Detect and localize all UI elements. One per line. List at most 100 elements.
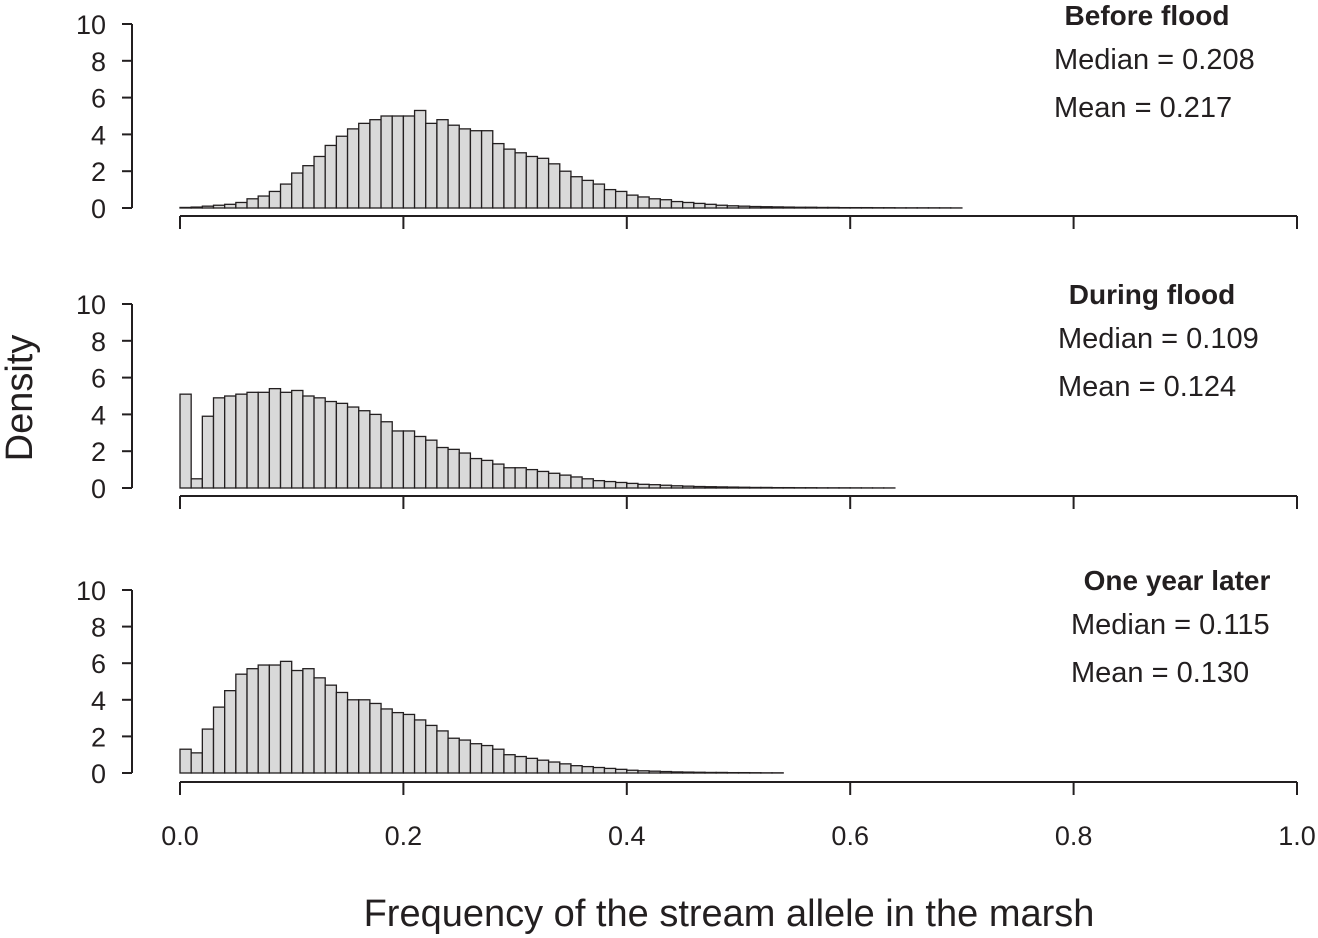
histogram-bar (313, 677, 326, 774)
x-tick-label: 0.6 (831, 821, 869, 851)
histogram-bar (704, 203, 717, 209)
histogram-bar (335, 402, 349, 489)
histogram-bar (492, 463, 505, 489)
histogram-bar (514, 755, 527, 774)
histogram-bar (693, 202, 706, 209)
histogram-bar (212, 397, 226, 489)
y-tick-label: 2 (91, 437, 106, 467)
histogram-bar (682, 485, 695, 489)
histogram-bar (536, 470, 550, 489)
histogram-bar (302, 165, 315, 209)
panel-title: Before flood (1065, 0, 1230, 31)
histogram-bar (614, 190, 628, 209)
histogram-bar (212, 706, 226, 774)
histogram-bar (391, 711, 405, 774)
y-axis: 0 2 4 6 8 10 (76, 290, 133, 504)
histogram-bar (179, 393, 192, 489)
histogram-bar (212, 204, 226, 209)
histogram-bar (458, 739, 472, 774)
histogram-bar (480, 459, 494, 489)
y-tick-label: 0 (91, 474, 106, 504)
mean-annotation: Mean = 0.124 (1058, 371, 1236, 403)
panel-during-flood: 0 2 4 6 8 10 During flood Median = 0.109 Mean… (76, 279, 1298, 509)
histogram-bar (179, 206, 192, 209)
histogram-bar (704, 771, 717, 774)
histogram-bar (581, 765, 594, 774)
histogram-bars (179, 109, 963, 209)
histogram-bar (425, 439, 438, 489)
histogram-bar (547, 163, 561, 209)
histogram-bar (335, 691, 349, 774)
histogram-bar (715, 204, 728, 209)
histogram-bar (704, 486, 717, 489)
histogram-bar (682, 201, 695, 209)
histogram-bar (503, 467, 516, 489)
histogram-bar (670, 200, 684, 209)
histogram-bar (413, 109, 427, 209)
x-tick-label: 0.0 (161, 821, 199, 851)
y-tick-label: 8 (91, 47, 106, 77)
histogram-bar (480, 130, 494, 209)
histogram-bar (235, 393, 248, 489)
histogram-bar (637, 483, 650, 489)
histogram-bar (670, 485, 684, 489)
histogram-bar (447, 737, 460, 774)
panel-before-flood: 0 2 4 6 8 10 Before flood Median = 0.208 Mean… (76, 0, 1298, 229)
histogram-bar (503, 754, 516, 774)
histogram-bar (547, 761, 561, 774)
histogram-bar (626, 194, 639, 209)
histogram-bar (447, 124, 460, 209)
histogram-bar (782, 206, 795, 209)
histogram-bar (235, 673, 248, 774)
histogram-bar (190, 752, 203, 774)
histogram-bar (492, 142, 505, 209)
histogram-bar (648, 198, 661, 209)
histogram-bar (268, 190, 282, 209)
histogram-bar (492, 748, 505, 774)
histogram-bar (346, 128, 360, 209)
histogram-bar (324, 400, 338, 489)
histogram-bar (559, 474, 572, 489)
y-tick-label: 0 (91, 759, 106, 789)
histogram-bar (380, 115, 393, 209)
y-tick-label: 6 (91, 364, 106, 394)
y-tick-label: 6 (91, 649, 106, 679)
histogram-bar (581, 179, 594, 209)
histogram-bar (536, 157, 550, 209)
histogram-bar (771, 206, 784, 209)
histogram-bar (547, 472, 561, 489)
histogram-bar (469, 743, 483, 774)
histogram-bar (603, 767, 617, 774)
x-tick-label: 1.0 (1278, 821, 1316, 851)
y-axis-title: Density (0, 335, 41, 462)
histogram-bar (279, 660, 293, 774)
y-tick-label: 2 (91, 722, 106, 752)
histogram-bar (648, 770, 661, 774)
histogram-bar (804, 206, 818, 209)
histogram-bar (391, 115, 405, 209)
histogram-bar (570, 176, 583, 209)
histogram-bar (670, 771, 684, 774)
histogram-bar (402, 713, 416, 774)
histogram-bar (358, 699, 371, 774)
histogram-bar (402, 115, 416, 209)
histogram-bar (246, 391, 259, 489)
panel-title: One year later (1084, 565, 1271, 596)
histogram-bar (715, 771, 728, 774)
histogram-bar (626, 769, 639, 774)
histogram-bar (313, 397, 326, 489)
histogram-bar (201, 728, 215, 774)
histogram-bar (447, 448, 460, 489)
histogram-bar (302, 395, 315, 489)
median-annotation: Median = 0.208 (1054, 44, 1255, 76)
panel-one-year-later: 0 2 4 6 8 10 0.0 0.2 0.4 0.6 0.8 1.0 One year late… (76, 565, 1316, 851)
histogram-bar (358, 122, 371, 209)
histogram-bar (425, 724, 438, 774)
histogram-bar (715, 486, 728, 489)
histogram-bar (257, 195, 271, 209)
histogram-bar (559, 763, 572, 774)
histogram-bar (413, 719, 427, 774)
histogram-bar (324, 684, 338, 774)
histogram-bar (737, 205, 751, 209)
